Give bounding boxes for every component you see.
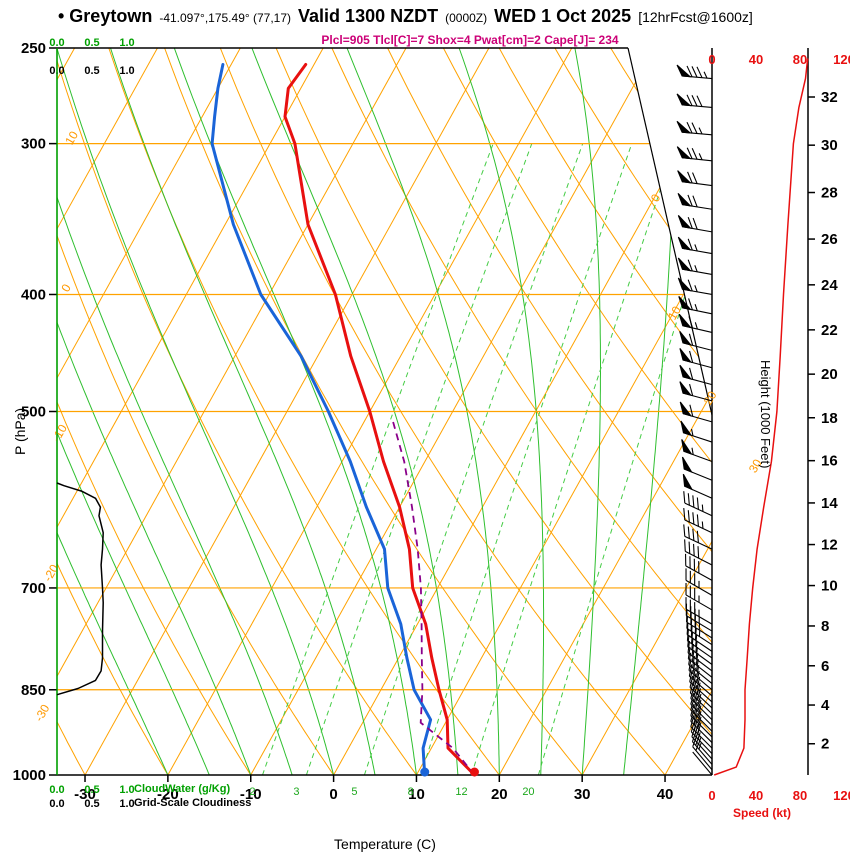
svg-text:8: 8 bbox=[821, 618, 829, 635]
svg-text:10: 10 bbox=[408, 786, 425, 803]
svg-text:1.0: 1.0 bbox=[119, 798, 134, 810]
svg-text:0: 0 bbox=[708, 788, 715, 803]
svg-text:40: 40 bbox=[657, 786, 674, 803]
svg-text:300: 300 bbox=[21, 136, 46, 153]
svg-text:2: 2 bbox=[249, 786, 255, 798]
svg-text:20: 20 bbox=[701, 388, 720, 407]
cloudiness-axis-title: Grid-Scale Cloudiness bbox=[134, 797, 252, 809]
svg-text:0: 0 bbox=[708, 52, 715, 67]
mixing-ratio-lines bbox=[262, 143, 712, 775]
forecast-tag: [12hrFcst@1600z] bbox=[638, 9, 753, 25]
svg-text:3: 3 bbox=[293, 786, 299, 798]
svg-text:10: 10 bbox=[665, 303, 684, 322]
svg-text:10: 10 bbox=[821, 578, 838, 595]
speed-axis: 0 0 40 40 80 80 120 120 bbox=[708, 52, 850, 803]
station-coords: -41.097°,175.49° (77,17) bbox=[159, 11, 292, 25]
svg-text:18: 18 bbox=[821, 410, 838, 427]
svg-text:1.0: 1.0 bbox=[119, 65, 134, 77]
dewpoint-curve bbox=[210, 63, 433, 777]
svg-text:500: 500 bbox=[21, 404, 46, 421]
speed-axis-title: Speed (kt) bbox=[733, 806, 792, 820]
svg-text:1000: 1000 bbox=[13, 767, 46, 784]
svg-text:80: 80 bbox=[793, 788, 807, 803]
svg-text:-30: -30 bbox=[74, 786, 96, 803]
temperature-axis: -30 -20 -10 0 10 20 30 40 bbox=[74, 775, 673, 803]
svg-text:0.5: 0.5 bbox=[84, 65, 99, 77]
svg-text:120: 120 bbox=[833, 788, 850, 803]
pressure-axis-title: P (hPa) bbox=[12, 407, 28, 455]
station-name: • Greytown bbox=[58, 6, 153, 26]
svg-text:80: 80 bbox=[793, 52, 807, 67]
svg-text:0.5: 0.5 bbox=[84, 798, 99, 810]
svg-text:700: 700 bbox=[21, 580, 46, 597]
svg-text:1.0: 1.0 bbox=[119, 784, 134, 796]
cloudiness-curve bbox=[56, 482, 104, 696]
temperature-curve bbox=[283, 63, 476, 777]
surface-dewpoint-dot bbox=[420, 767, 430, 777]
svg-text:5: 5 bbox=[351, 786, 357, 798]
svg-text:26: 26 bbox=[821, 231, 838, 248]
svg-text:250: 250 bbox=[21, 40, 46, 57]
svg-text:8: 8 bbox=[408, 786, 414, 798]
svg-text:30: 30 bbox=[746, 456, 765, 475]
svg-text:0.0: 0.0 bbox=[49, 37, 64, 49]
svg-text:1.0: 1.0 bbox=[119, 37, 134, 49]
svg-text:16: 16 bbox=[821, 453, 838, 470]
svg-text:0.0: 0.0 bbox=[49, 784, 64, 796]
svg-text:30: 30 bbox=[821, 137, 838, 154]
svg-text:0.0: 0.0 bbox=[49, 798, 64, 810]
background-lattice bbox=[57, 48, 712, 775]
svg-text:32: 32 bbox=[821, 89, 838, 106]
valid-date: WED 1 Oct 2025 bbox=[494, 6, 632, 26]
pressure-axis: 250 300 400 500 700 850 1000 bbox=[13, 40, 57, 784]
valid-zulu: (0000Z) bbox=[445, 11, 488, 25]
pressure-gridlines bbox=[57, 143, 712, 691]
svg-text:20: 20 bbox=[821, 366, 838, 383]
valid-time: Valid 1300 NZDT bbox=[298, 6, 439, 26]
svg-text:0.5: 0.5 bbox=[84, 784, 99, 796]
svg-text:-20: -20 bbox=[157, 786, 179, 803]
svg-text:0.5: 0.5 bbox=[84, 37, 99, 49]
svg-text:12: 12 bbox=[821, 537, 838, 554]
svg-text:28: 28 bbox=[821, 185, 838, 202]
svg-text:30: 30 bbox=[574, 786, 591, 803]
svg-text:120: 120 bbox=[833, 52, 850, 67]
svg-text:24: 24 bbox=[821, 277, 838, 294]
svg-text:0: 0 bbox=[329, 786, 337, 803]
svg-text:4: 4 bbox=[821, 697, 830, 714]
indices-line: Plcl=905 Tlcl[C]=7 Shox=4 Pwat[cm]=2 Cap… bbox=[321, 33, 619, 47]
svg-text:14: 14 bbox=[821, 495, 838, 512]
scale-labels: 0.00.00.00.00.50.50.50.51.01.01.01.0 bbox=[49, 37, 134, 810]
svg-text:400: 400 bbox=[21, 286, 46, 303]
windspeed-curve bbox=[713, 58, 809, 776]
svg-text:2: 2 bbox=[821, 736, 829, 753]
cloudwater-axis-title: CloudWater (g/Kg) bbox=[134, 783, 231, 795]
surface-temperature-dot bbox=[469, 767, 479, 777]
svg-text:6: 6 bbox=[821, 658, 829, 675]
wind-barbs bbox=[676, 64, 713, 776]
svg-text:0: 0 bbox=[58, 281, 74, 294]
parcel-curve bbox=[392, 421, 476, 776]
moist-adiabat-lines bbox=[57, 48, 676, 775]
svg-text:-10: -10 bbox=[240, 786, 262, 803]
chart-title: • Greytown -41.097°,175.49° (77,17) Vali… bbox=[58, 6, 848, 27]
temperature-axis-title: Temperature (C) bbox=[334, 836, 436, 852]
svg-text:40: 40 bbox=[749, 788, 763, 803]
mixing-ratio-labels: 2 3 5 8 12 20 bbox=[249, 786, 534, 798]
svg-text:40: 40 bbox=[749, 52, 763, 67]
svg-text:850: 850 bbox=[21, 682, 46, 699]
svg-text:20: 20 bbox=[522, 786, 534, 798]
svg-text:10: 10 bbox=[62, 128, 81, 147]
svg-text:-30: -30 bbox=[32, 702, 53, 724]
svg-text:12: 12 bbox=[455, 786, 467, 798]
height-axis-title: Height (1000 Feet) bbox=[758, 360, 773, 469]
svg-text:20: 20 bbox=[491, 786, 508, 803]
svg-text:22: 22 bbox=[821, 322, 838, 339]
